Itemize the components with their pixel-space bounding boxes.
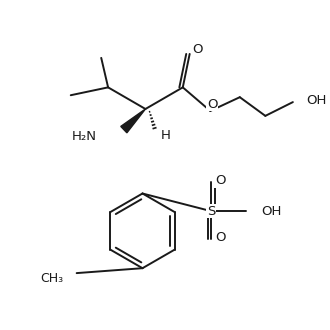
Text: H: H <box>161 129 171 142</box>
Text: OH: OH <box>261 205 282 218</box>
Text: O: O <box>215 174 225 187</box>
Text: CH₃: CH₃ <box>40 273 63 285</box>
Text: O: O <box>207 98 217 111</box>
Polygon shape <box>121 109 146 133</box>
Text: O: O <box>192 43 203 55</box>
Text: OH: OH <box>307 94 327 107</box>
Text: H₂N: H₂N <box>71 130 96 143</box>
Text: S: S <box>207 205 215 218</box>
Text: O: O <box>215 231 225 244</box>
